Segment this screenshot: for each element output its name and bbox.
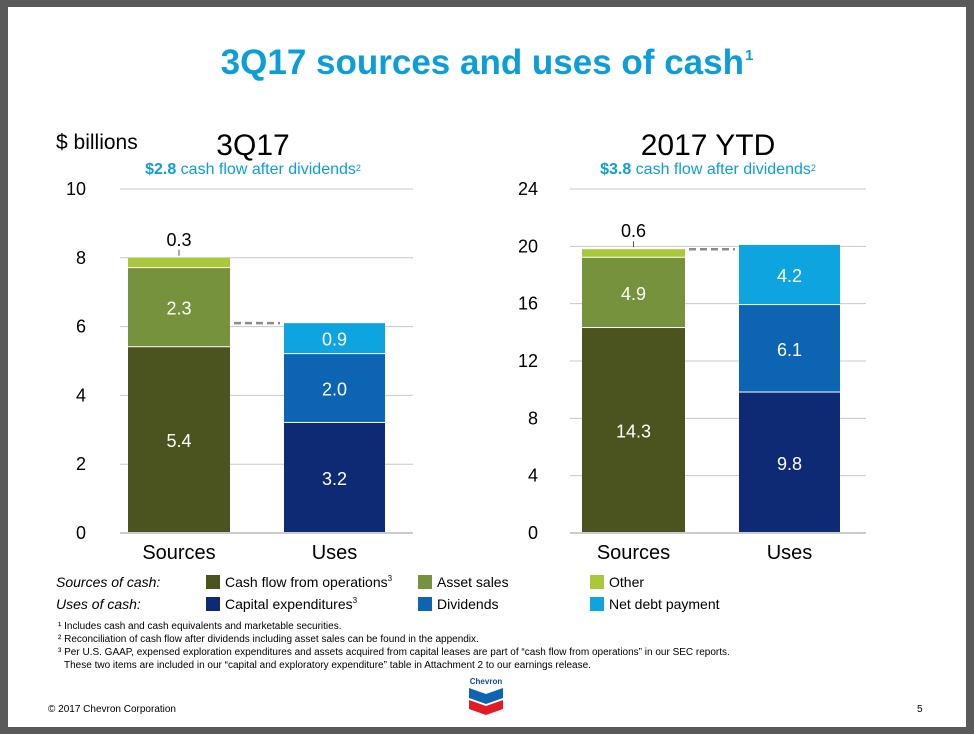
data-label-ytd-asset-sales: 4.9	[621, 284, 646, 304]
y-tick-label-ytd: 24	[518, 179, 538, 199]
legend-item-capital-expenditures: Capital expenditures3	[206, 596, 357, 612]
footnote-3-continued: These two items are included in our “cap…	[64, 660, 591, 671]
data-label-3q17-asset-sales: 2.3	[166, 299, 191, 319]
bar-segment-3q17-capital-expenditures	[284, 422, 385, 532]
y-tick-label-ytd: 0	[528, 523, 538, 543]
logo-chevron-bottom-icon	[469, 700, 503, 715]
chart-title-3q17: 3Q17	[216, 129, 290, 162]
y-tick-label-ytd: 16	[518, 294, 538, 314]
data-label-3q17-other: 0.3	[166, 230, 191, 250]
legend-swatch	[206, 575, 220, 589]
data-label-ytd-capital-expenditures: 9.8	[777, 454, 802, 474]
data-label-3q17-capital-expenditures: 3.2	[322, 469, 347, 489]
chart-title-ytd: 2017 YTD	[640, 129, 776, 162]
legend-swatch	[590, 575, 604, 589]
bar-segment-ytd-other	[582, 249, 685, 257]
logo-chevron-top-icon	[469, 688, 503, 704]
legend-item-other: Other	[590, 574, 644, 590]
legend-swatch	[418, 575, 432, 589]
bar-segment-3q17-net-debt-payment	[284, 323, 385, 354]
legend-item-dividends: Dividends	[418, 596, 498, 612]
y-tick-label-3q17: 10	[66, 179, 86, 199]
y-tick-label-ytd: 4	[528, 466, 538, 486]
y-tick-label-3q17: 8	[76, 248, 86, 268]
x-category-label-3q17-uses: Uses	[312, 542, 358, 564]
logo-text: Chevron	[470, 677, 503, 686]
legend-uses-label: Uses of cash:	[56, 596, 141, 612]
footnote-3: ³ Per U.S. GAAP, expensed exploration ex…	[58, 647, 730, 658]
legend-swatch	[418, 597, 432, 611]
unit-label: $ billions	[56, 131, 138, 154]
page-number: 5	[917, 704, 923, 715]
bar-segment-3q17-asset-sales	[128, 268, 230, 347]
title-footnote-marker: 1	[744, 47, 754, 64]
data-label-ytd-cash-flow-from-operations: 14.3	[616, 422, 651, 442]
legend-item-net-debt-payment: Net debt payment	[590, 596, 720, 612]
data-label-ytd-other: 0.6	[621, 221, 646, 241]
y-tick-label-ytd: 12	[518, 351, 538, 371]
charts-canvas: 02468105.42.30.3Sources3.22.00.9Uses0481…	[66, 179, 866, 564]
slide-title: 3Q17 sources and uses of cash1	[220, 43, 754, 82]
legend-item-asset-sales: Asset sales	[418, 574, 509, 590]
slide: 3Q17 sources and uses of cash1 $ billion…	[8, 7, 966, 727]
bar-segment-3q17-other	[128, 257, 230, 268]
chart-subtitle-ytd: $3.8 cash flow after dividends2	[600, 161, 816, 178]
bar-segment-ytd-asset-sales	[582, 257, 685, 328]
legend-item-cash-flow-from-operations: Cash flow from operations3	[206, 574, 392, 590]
y-tick-label-3q17: 0	[76, 523, 86, 543]
chart-subtitle-3q17: $2.8 cash flow after dividends2	[145, 161, 361, 178]
y-tick-label-ytd: 8	[528, 408, 538, 428]
data-label-3q17-cash-flow-from-operations: 5.4	[166, 431, 191, 451]
x-category-label-ytd-sources: Sources	[597, 542, 670, 564]
data-label-ytd-dividends: 6.1	[777, 340, 802, 360]
bar-segment-ytd-capital-expenditures	[739, 392, 840, 532]
x-category-label-ytd-uses: Uses	[767, 542, 813, 564]
copyright: © 2017 Chevron Corporation	[48, 704, 176, 715]
bar-segment-ytd-cash-flow-from-operations	[582, 328, 685, 532]
bar-segment-3q17-dividends	[284, 354, 385, 422]
bar-segment-ytd-net-debt-payment	[739, 244, 840, 305]
y-tick-label-3q17: 4	[76, 385, 86, 405]
y-tick-label-3q17: 2	[76, 454, 86, 474]
x-category-label-3q17-sources: Sources	[142, 542, 215, 564]
data-label-3q17-net-debt-payment: 0.9	[322, 330, 347, 350]
footnote-2: ² Reconciliation of cash flow after divi…	[58, 634, 479, 645]
bar-segment-ytd-dividends	[739, 305, 840, 392]
legend-swatch	[590, 597, 604, 611]
legend-sources-label: Sources of cash:	[56, 574, 161, 590]
legend-swatch	[206, 597, 220, 611]
y-tick-label-ytd: 20	[518, 236, 538, 256]
bar-segment-3q17-cash-flow-from-operations	[128, 347, 230, 532]
data-label-ytd-net-debt-payment: 4.2	[777, 266, 802, 286]
data-label-3q17-dividends: 2.0	[322, 380, 347, 400]
footnote-1: ¹ Includes cash and cash equivalents and…	[58, 621, 342, 632]
y-tick-label-3q17: 6	[76, 317, 86, 337]
chevron-logo: Chevron	[469, 677, 503, 715]
